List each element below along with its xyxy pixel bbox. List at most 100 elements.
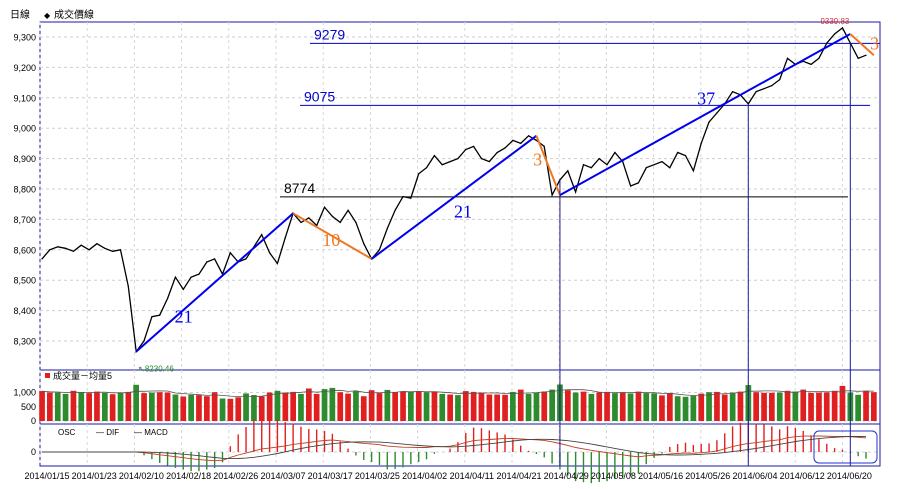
volume-bar [54,392,61,421]
volume-bar [737,391,744,421]
volume-bar [486,394,493,421]
date-tick-label: 2014/03/07 [260,471,305,481]
date-tick-label: 2014/03/25 [355,471,400,481]
macd-legend-item: — MACD [134,428,168,437]
date-tick-label: 2014/02/18 [166,471,211,481]
volume-bar [494,394,500,421]
price-point [700,142,702,144]
volume-bar [635,391,642,421]
date-tick-label: 2014/04/11 [450,471,494,481]
price-point [323,206,326,208]
price-point [841,27,844,29]
volume-bar [258,396,265,421]
volume-bar [729,392,736,421]
volume-legend-swatch [45,373,50,378]
price-point [567,170,569,172]
volume-bar [392,392,398,421]
price-point [535,139,538,141]
wave-count-label: 37 [697,89,715,109]
volume-bar [596,392,603,421]
volume-bar [204,396,210,421]
price-point [276,262,278,265]
legend-marker-icon: ◆ [44,11,51,20]
price-point [378,249,380,251]
price-point [669,167,671,169]
volume-bar [604,391,610,421]
volume-bar [321,389,328,421]
min-price-label: ↖8230.46 [138,365,174,374]
date-tick-label: 2014/03/17 [308,471,353,481]
wave-count-label: 3 [533,149,542,169]
price-point [441,164,443,166]
volume-bar [706,392,712,421]
volume-tick-label: 1,000 [13,388,36,398]
volume-bar [431,391,438,421]
price-point [104,247,106,249]
price-point [433,155,435,157]
price-point [386,227,388,230]
price-point [771,85,773,87]
volume-bar [831,390,838,421]
volume-bar [651,393,657,421]
volume-bar [141,393,147,421]
volume-bar [47,392,53,421]
volume-bar [274,390,281,421]
date-tick-label: 2014/04/02 [402,471,447,481]
price-point [127,285,129,287]
volume-bar [541,391,548,421]
volume-bar [517,389,524,421]
volume-bar [580,391,587,421]
volume-bar [439,393,446,421]
price-point [865,54,867,56]
volume-bar [549,389,555,421]
price-point [167,297,169,299]
price-point [206,261,208,263]
volume-bar [800,389,807,421]
volume-bar [266,392,273,421]
volume-bar [698,393,705,421]
volume-bar [227,398,234,421]
price-tick-label: 8,800 [13,185,36,195]
price-point [425,167,428,169]
volume-bar [808,392,814,421]
price-point [300,221,302,223]
volume-bar [306,388,312,421]
volume-bar [149,392,155,421]
volume-bar [70,390,77,421]
volume-bar [863,390,869,421]
price-tick-label: 9,200 [13,63,36,73]
price-point [402,196,404,198]
volume-bar [117,392,124,421]
trendline [292,212,373,260]
price-point [449,161,451,163]
volume-bar [180,396,187,421]
price-point [112,250,114,252]
volume-bar [196,395,202,421]
price-point [645,167,647,169]
volume-bar [855,394,861,421]
date-tick-label: 2014/06/04 [732,471,777,481]
volume-tick-label: 500 [21,402,36,412]
volume-bar [329,387,336,421]
macd-tick-label: 0 [31,447,36,457]
price-point [543,145,545,147]
volume-bar [659,395,665,421]
price-point [488,161,490,163]
price-tick-label: 8,400 [13,306,36,316]
price-point [88,249,90,251]
volume-bar [125,391,132,421]
price-point [261,234,263,236]
date-tick-label: 2014/02/10 [119,471,164,481]
date-tick-label: 2014/01/15 [24,471,69,481]
volume-bar [109,394,116,421]
volume-bar [353,391,359,421]
volume-bar [502,394,508,421]
price-point [818,57,820,59]
date-tick-label: 2014/01/23 [72,471,117,481]
price-point [143,340,145,342]
price-point [763,88,765,90]
price-point [214,258,216,260]
price-point [684,155,687,157]
volume-bar [243,393,249,421]
wave-count-label: 3 [870,34,879,54]
